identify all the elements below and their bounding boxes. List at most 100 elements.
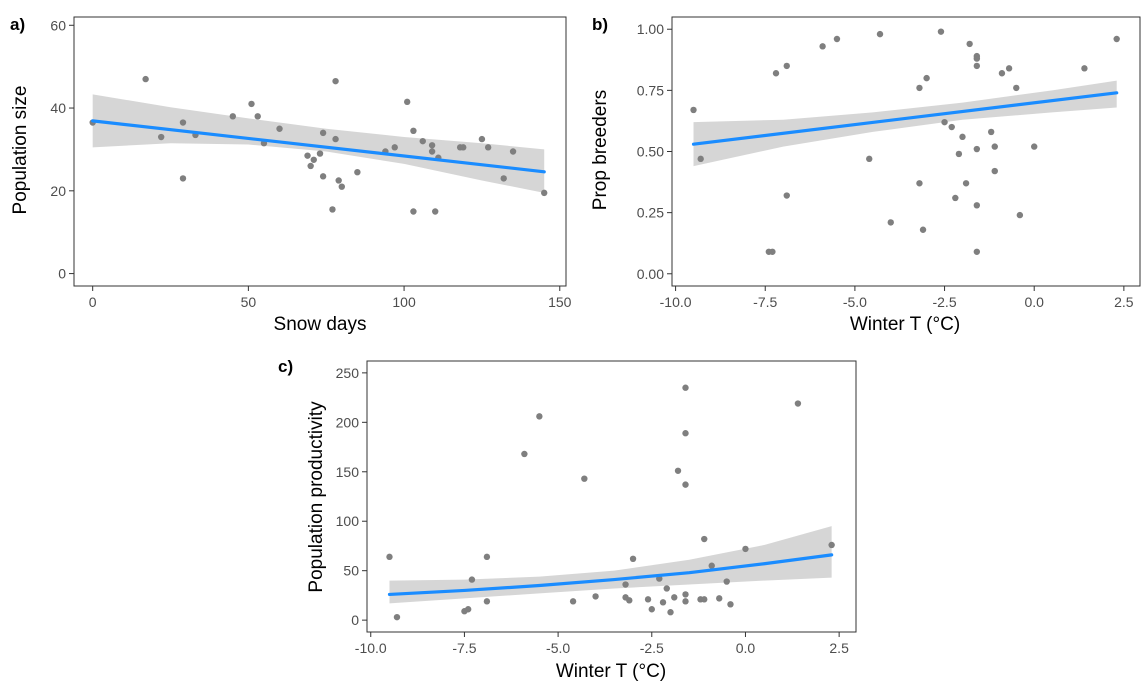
panel-a-data-point	[419, 137, 426, 145]
panel-c-y-tick-label: 0	[351, 612, 359, 628]
panel-b-data-point	[959, 133, 966, 141]
panel-a-y-axis-title: Population size	[10, 86, 31, 215]
panel-c-data-point	[644, 596, 652, 603]
panel-b-data-point	[819, 43, 826, 50]
panel-c-y-tick-label: 150	[336, 464, 360, 480]
panel-b-data-point	[948, 123, 955, 131]
panel-c-y-tick-label: 50	[343, 563, 359, 579]
panel-b-data-point	[966, 40, 973, 48]
panel-b-data-point	[987, 128, 995, 136]
panel-a-data-point	[179, 175, 187, 182]
panel-c-data-point	[386, 553, 393, 561]
panel-a-data-point	[276, 125, 283, 132]
panel-b-data-point	[1005, 65, 1013, 72]
panel-c-data-point	[674, 467, 682, 474]
panel-a-data-point	[254, 113, 261, 120]
panel-c-data-point	[682, 430, 689, 437]
panel-b-y-tick-label: 0.25	[637, 205, 664, 221]
panel-c-data-point	[828, 541, 835, 549]
panel-b-data-point	[998, 70, 1006, 77]
panel-a-data-point	[541, 189, 548, 197]
panel-a-y-tick-label: 40	[50, 100, 66, 116]
panel-c-data-point	[701, 596, 708, 603]
panel-b-x-tick-label: -7.5	[753, 294, 777, 310]
panel-b-data-point	[866, 155, 873, 163]
panel-a-x-tick-label: 150	[548, 294, 572, 310]
panel-c-data-point	[626, 597, 633, 604]
panel-c-data-point	[592, 593, 599, 600]
panel-b-data-point	[1016, 211, 1024, 219]
panel-a-frame	[73, 16, 567, 287]
panel-b-y-tick-label: 0.75	[637, 82, 664, 98]
panel-a-data-point	[500, 175, 507, 182]
panel-a-y-tick-label: 0	[58, 266, 66, 282]
panel-c-data-point	[682, 598, 689, 605]
panel-b-data-point	[887, 219, 894, 226]
panel-a-data-point	[432, 208, 439, 215]
panel-c-confidence-ribbon	[389, 526, 832, 604]
panel-b-ribbon-layer	[693, 80, 1117, 167]
panel-b-xticks: -10.0 -7.5 -5.0 -2.5 0.0 2.5	[660, 286, 1134, 310]
panel-c-data-point	[723, 578, 730, 585]
panel-c-data-point	[671, 594, 678, 601]
panel-b-data-point	[919, 226, 927, 233]
panel-a-fit-layer	[91, 119, 546, 174]
panel-b-data-point	[876, 30, 884, 38]
panel-a-x-tick-label: 50	[241, 294, 257, 310]
panel-c-data-point	[581, 475, 588, 482]
panel-b-data-point	[941, 118, 948, 126]
panel-b-data-point	[973, 55, 981, 62]
panel-b-fit-line	[691, 91, 1119, 146]
panel-a-data-point	[179, 119, 187, 126]
panel-c-y-tick-label: 200	[336, 414, 360, 430]
panel-a-y-tick-label: 20	[50, 183, 66, 199]
panel-b-y-tick-label: 0.50	[637, 144, 664, 160]
panel-a-tag: a)	[10, 15, 25, 34]
panel-c-data-point	[667, 609, 674, 616]
panel-b-confidence-ribbon	[693, 80, 1117, 167]
panel-b-data-point	[937, 28, 945, 35]
panel-a-data-point	[332, 77, 339, 85]
panel-b-data-point	[991, 167, 998, 175]
panel-b-data-point	[962, 180, 970, 187]
panel-b-data-point	[952, 194, 959, 202]
panel-b-data-point	[1013, 84, 1020, 92]
panel-b-data-point	[973, 145, 981, 153]
panel-b-data-point	[916, 180, 923, 187]
panel-a-yticks: 0 20 40 60	[50, 17, 74, 282]
panel-a-data-point	[229, 113, 237, 120]
panel-c-xticks: -10.0 -7.5 -5.0 -2.5 0.0 2.5	[355, 632, 849, 656]
panel-a-data-point	[410, 127, 417, 135]
panel-a-y-tick-label: 60	[50, 17, 66, 33]
panel-a-data-point	[319, 129, 327, 137]
panel-c-data-point	[569, 598, 577, 605]
panel-a-data-point	[248, 100, 255, 108]
panel-b-yticks: 0.00 0.25 0.50 0.75 1.00	[637, 21, 672, 282]
panel-a-data-point	[142, 75, 149, 83]
panel-c-data-point	[483, 553, 491, 561]
panel-a-data-point	[157, 133, 165, 141]
panel-b-x-axis-title: Winter T (°C)	[850, 314, 960, 335]
panel-a-data-point	[478, 135, 486, 143]
panel-a-data-point	[316, 150, 324, 157]
panel-a-data-point	[335, 177, 342, 184]
panel-b-y-axis-title: Prop breeders	[590, 90, 611, 210]
panel-b: b) -10.0 -7.5 -5.0 -2.5 0.0 2.5 0.000.250.500…	[590, 15, 1141, 335]
panel-c-x-tick-label: 0.0	[736, 640, 756, 656]
panel-a-data-point	[484, 144, 492, 151]
panel-a-data-point	[410, 208, 417, 215]
panel-c-x-tick-label: -7.5	[452, 640, 476, 656]
panel-c-data-point	[521, 450, 528, 458]
panel-a-points-layer	[89, 75, 548, 215]
panel-c-data-point	[622, 581, 629, 588]
panel-c-data-point	[393, 613, 401, 621]
panel-c-x-tick-label: 2.5	[829, 640, 849, 656]
panel-c-data-point	[468, 576, 476, 583]
panel-b-x-tick-label: -5.0	[843, 294, 867, 310]
panel-a-data-point	[332, 135, 339, 143]
panel-a-data-point	[319, 173, 327, 180]
panel-b-x-tick-label: -2.5	[932, 294, 956, 310]
panel-a-data-point	[304, 152, 311, 159]
panel-c-data-point	[483, 598, 491, 605]
